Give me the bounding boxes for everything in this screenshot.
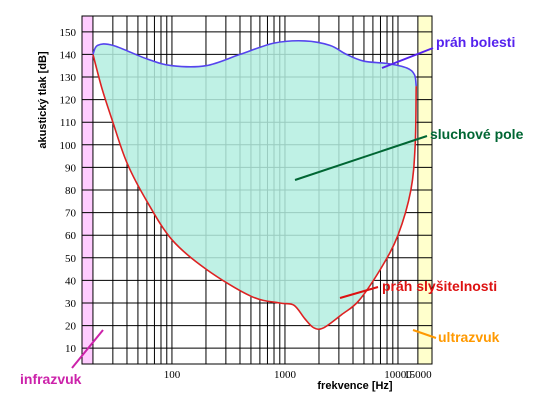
y-tick-label: 70 <box>65 208 77 220</box>
x-tick-label: 100 <box>164 369 181 381</box>
hearing-threshold-curve <box>92 54 417 331</box>
hearing-threshold-label: práh slyšitelnosti <box>382 278 497 294</box>
y-tick-label: 100 <box>60 140 77 152</box>
y-tick-label: 40 <box>65 275 77 287</box>
y-tick-label: 140 <box>60 49 77 61</box>
y-tick-label: 90 <box>65 162 77 174</box>
ultrasound-label: ultrazvuk <box>438 329 500 345</box>
y-tick-labels: 10 20 30 40 50 60 70 80 90 100 110 120 130 140 150 <box>60 27 77 355</box>
x-axis-title: frekvence [Hz] <box>317 380 393 392</box>
auditory-field-fill <box>93 40 417 330</box>
y-tick-label: 80 <box>65 185 77 197</box>
infrasound-label: infrazvuk <box>20 371 82 387</box>
auditory-field-area <box>93 40 417 330</box>
y-tick-label: 130 <box>60 72 77 84</box>
infrasound-pointer <box>71 329 104 369</box>
y-tick-label: 60 <box>65 230 77 242</box>
ultrasound-pointer <box>412 329 437 339</box>
y-tick-label: 120 <box>60 95 77 107</box>
x-tick-label: 10000 <box>384 369 412 381</box>
y-axis-title: akustický tlak [dB] <box>37 51 49 149</box>
y-tick-label: 10 <box>65 343 77 355</box>
pain-threshold-curve <box>92 39 417 87</box>
x-tick-label: 1000 <box>274 369 297 381</box>
threshold-curves <box>92 39 417 331</box>
y-tick-label: 30 <box>65 298 77 310</box>
pain-threshold-pointer <box>381 47 434 69</box>
y-tick-label: 110 <box>60 117 77 129</box>
pain-threshold-label: práh bolesti <box>436 34 515 50</box>
auditory-field-pointer <box>294 135 428 181</box>
y-tick-label: 50 <box>65 253 77 265</box>
annotations: práh bolesti sluchové pole práh slyšitel… <box>20 34 524 387</box>
auditory-field-label: sluchové pole <box>430 126 524 142</box>
x-tick-label: 15000 <box>404 369 432 381</box>
hearing-threshold-pointer <box>339 286 379 299</box>
y-tick-label: 150 <box>60 27 77 39</box>
plot-border <box>81 15 433 365</box>
y-tick-label: 20 <box>65 321 77 333</box>
plot-frame <box>81 15 433 365</box>
